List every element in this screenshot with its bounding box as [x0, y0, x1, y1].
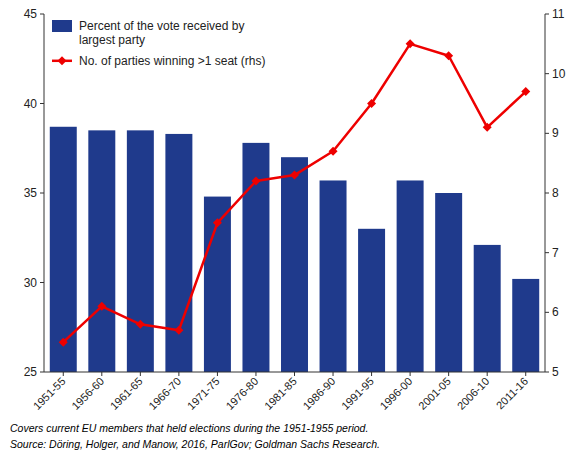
bar: [204, 197, 231, 372]
y-tick: [40, 14, 44, 15]
bar: [474, 245, 501, 372]
bar: [397, 180, 424, 372]
bar: [127, 130, 154, 372]
text-line: largest party: [79, 33, 145, 47]
x-tick: [140, 372, 141, 376]
x-tick: [178, 372, 179, 376]
bar: [242, 143, 269, 372]
x-tick-label: 1951-55: [31, 375, 68, 412]
y-tick-label: 25: [24, 365, 38, 379]
y2-tick-label: 10: [552, 67, 566, 81]
legend-label: No. of parties winning >1 seat (rhs): [79, 54, 265, 68]
y-tick-label: 45: [24, 7, 38, 21]
y-tick: [40, 282, 44, 283]
y-tick: [40, 372, 44, 373]
y2-tick-label: 5: [552, 365, 559, 379]
x-tick: [333, 372, 334, 376]
bar: [512, 279, 539, 372]
x-tick: [525, 372, 526, 376]
marker: [59, 338, 68, 347]
x-tick-label: 1986-90: [300, 375, 337, 412]
bar: [88, 130, 115, 372]
y-tick-label: 30: [24, 276, 38, 290]
y2-tick: [545, 193, 549, 194]
marker: [290, 171, 299, 180]
chart: 25 30 35 40 45 5 6 7 8 9 10 11 1951-551956-601961-65…: [0, 0, 585, 461]
y-tick: [40, 193, 44, 194]
footnote: Covers current EU members that held elec…: [10, 422, 368, 434]
legend-swatch: [52, 20, 72, 32]
y2-tick-label: 8: [552, 186, 559, 200]
bar: [165, 134, 192, 372]
x-tick: [217, 372, 218, 376]
marker: [406, 39, 415, 48]
line: [63, 44, 525, 342]
marker: [483, 123, 492, 132]
x-tick: [63, 372, 64, 376]
marker: [136, 320, 145, 329]
legend-label: Percent of the vote received bylargest p…: [79, 19, 244, 47]
y2-tick: [545, 372, 549, 373]
y2-tick-label: 7: [552, 246, 559, 260]
bar: [50, 127, 77, 372]
marker: [97, 302, 106, 311]
legend: Percent of the vote received bylargest p…: [52, 19, 265, 68]
x-tick: [371, 372, 372, 376]
marker: [444, 51, 453, 60]
x-tick-label: 1966-70: [146, 375, 183, 412]
bar: [358, 229, 385, 372]
x-tick-label: 1976-80: [223, 375, 260, 412]
bar: [281, 157, 308, 372]
x-tick-label: 2011-16: [494, 375, 530, 411]
y-tick-label: 40: [24, 97, 38, 111]
marker: [329, 147, 338, 156]
x-tick: [410, 372, 411, 376]
bar: [320, 180, 347, 372]
x-tick-label: 2001-05: [416, 375, 453, 412]
y2-tick-label: 11: [552, 7, 565, 21]
y-tick: [40, 103, 44, 104]
footnote: Source: Döring, Holger, and Manow, 2016,…: [10, 438, 380, 450]
x-tick: [294, 372, 295, 376]
x-tick: [101, 372, 102, 376]
x-tick-label: 1981-85: [262, 375, 299, 412]
y2-tick: [545, 133, 549, 134]
marker: [174, 326, 183, 335]
marker: [213, 218, 222, 227]
text-line: Percent of the vote received by: [79, 19, 244, 33]
x-tick-label: 1956-60: [69, 375, 106, 412]
x-tick-label: 1961-65: [108, 375, 145, 412]
legend-marker: [58, 56, 67, 65]
marker: [521, 87, 530, 96]
marker: [367, 99, 376, 108]
y2-tick: [545, 252, 549, 253]
y2-tick-label: 9: [552, 126, 559, 140]
x-tick: [487, 372, 488, 376]
bar: [435, 193, 462, 372]
x-tick-label: 2006-10: [455, 375, 492, 412]
y2-tick: [545, 312, 549, 313]
plot-area: [50, 39, 539, 372]
x-tick: [255, 372, 256, 376]
y2-tick: [545, 73, 549, 74]
x-tick-label: 1991-95: [339, 375, 376, 412]
y2-tick-label: 6: [552, 305, 559, 319]
x-tick-label: 1996-00: [377, 375, 414, 412]
x-tick-label: 1971-75: [185, 375, 222, 412]
y2-tick: [545, 14, 549, 15]
x-tick: [448, 372, 449, 376]
marker: [251, 177, 260, 186]
y-tick-label: 35: [24, 186, 38, 200]
